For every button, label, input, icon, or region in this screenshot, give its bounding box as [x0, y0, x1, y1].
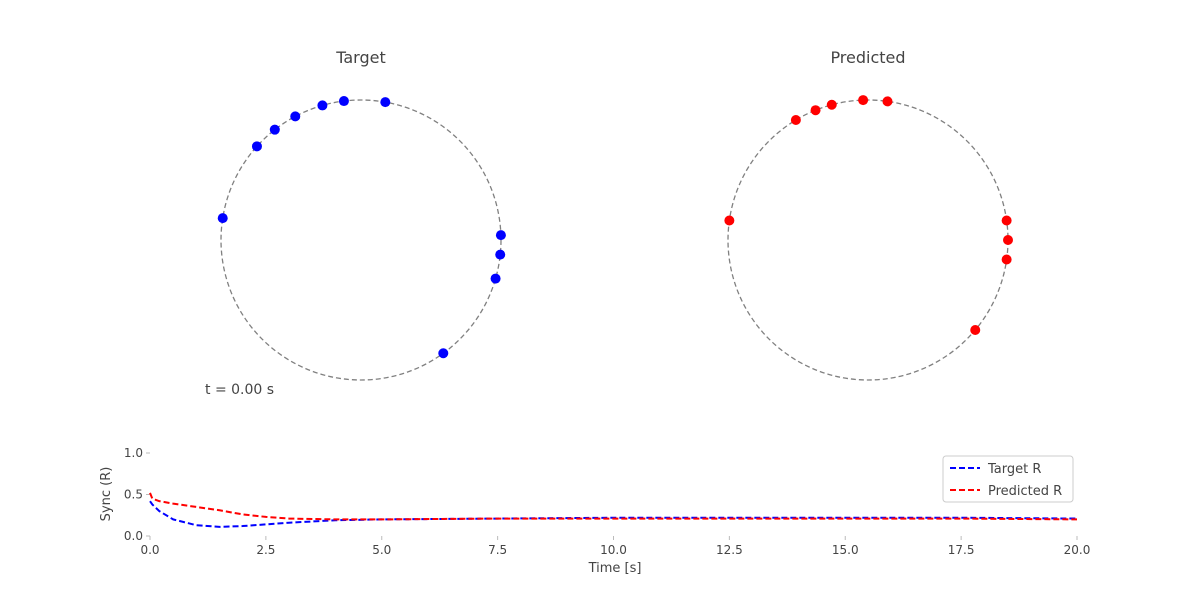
target-oscillator-point-7	[495, 230, 506, 241]
sync-x-label: Time [s]	[588, 561, 642, 576]
predicted-points	[724, 95, 1013, 335]
sync-chart: 0.0 0.5 1.0 0.0 2.5 5.0 7.5 10.0 12.5 15.0 17.5 20…	[99, 446, 1090, 576]
target-oscillator-point-0	[317, 100, 328, 111]
predicted-oscillator-point-4	[790, 115, 801, 125]
predicted-oscillator-point-6	[1001, 215, 1012, 226]
y-tick-label-0: 0.0	[124, 529, 143, 543]
target-oscillator-point-6	[217, 213, 228, 224]
predicted-oscillator-point-0	[826, 99, 837, 110]
legend-frame	[942, 455, 1074, 503]
target-oscillator-point-8	[495, 249, 506, 260]
target-oscillator-point-9	[490, 273, 501, 284]
predicted-unit-circle	[727, 99, 1009, 381]
target-oscillator-point-4	[269, 124, 280, 135]
x-tick-label-6: 15.0	[832, 543, 859, 557]
sync-legend: Target R Predicted R	[942, 455, 1074, 503]
series-line-predicted	[149, 492, 1078, 521]
predicted-oscillator-point-3	[810, 105, 821, 116]
sync-y-label: Sync (R)	[99, 467, 114, 522]
target-panel: Target t = 0.00 s	[205, 48, 506, 398]
target-oscillator-point-5	[251, 141, 262, 152]
target-oscillator-point-2	[380, 97, 391, 108]
target-title: Target	[335, 48, 386, 67]
x-tick-label-3: 7.5	[488, 543, 507, 557]
target-oscillator-point-10	[438, 348, 449, 359]
x-tick-label-5: 12.5	[716, 543, 743, 557]
sync-y-ticks: 0.0 0.5 1.0	[124, 446, 150, 543]
predicted-oscillator-point-2	[882, 96, 893, 107]
sync-x-ticks: 0.0 2.5 5.0 7.5 10.0 12.5 15.0 17.5 20.0	[140, 536, 1090, 557]
sync-lines	[149, 492, 1078, 528]
series-line-target	[149, 500, 1078, 528]
y-tick-label-2: 1.0	[124, 446, 143, 460]
predicted-panel: Predicted	[724, 48, 1013, 381]
legend-label-target: Target R	[987, 462, 1041, 477]
predicted-oscillator-point-9	[970, 324, 981, 335]
predicted-oscillator-point-7	[1003, 235, 1013, 245]
predicted-title: Predicted	[830, 48, 905, 67]
y-tick-label-1: 0.5	[124, 488, 143, 502]
predicted-oscillator-point-1	[858, 95, 869, 106]
x-tick-label-8: 20.0	[1064, 543, 1091, 557]
target-points	[217, 96, 506, 359]
x-tick-label-0: 0.0	[140, 543, 159, 557]
x-tick-label-4: 10.0	[600, 543, 627, 557]
x-tick-label-7: 17.5	[948, 543, 975, 557]
time-label: t = 0.00 s	[205, 382, 274, 398]
predicted-oscillator-point-5	[724, 215, 735, 226]
target-unit-circle	[220, 99, 502, 381]
x-tick-label-1: 2.5	[256, 543, 275, 557]
x-tick-label-2: 5.0	[372, 543, 391, 557]
predicted-oscillator-point-8	[1001, 254, 1012, 265]
legend-label-predicted: Predicted R	[988, 484, 1062, 499]
target-oscillator-point-3	[290, 111, 301, 122]
target-oscillator-point-1	[338, 96, 349, 107]
